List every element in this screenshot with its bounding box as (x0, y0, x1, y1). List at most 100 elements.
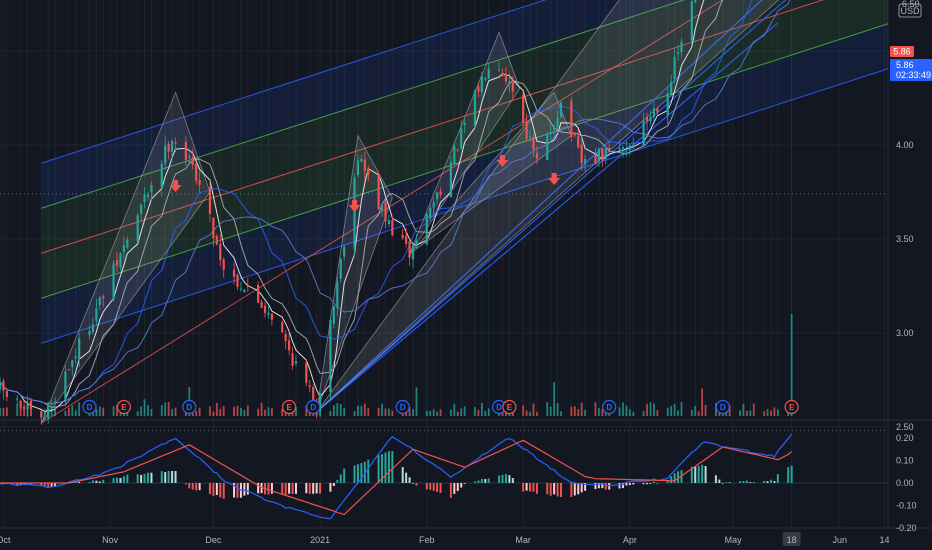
macd-histogram-bar (656, 483, 659, 484)
macd-histogram-bar (367, 459, 370, 483)
candle-body (436, 192, 439, 200)
candle-body (239, 288, 243, 290)
candle-body (480, 76, 483, 93)
volume-bar (776, 409, 779, 416)
macd-tick-label: -0.20 (896, 523, 917, 533)
volume-bar (50, 407, 53, 416)
candle-body (353, 177, 356, 249)
macd-histogram-bar (102, 479, 105, 483)
macd-histogram-bar (233, 483, 236, 498)
macd-histogram-bar (19, 483, 22, 485)
candle-body (549, 131, 552, 135)
macd-histogram-bar (91, 480, 94, 483)
time-tick-label: Feb (419, 535, 435, 545)
candle-body (360, 159, 363, 162)
channel-line (41, 68, 889, 344)
volume-bar (628, 409, 631, 416)
macd-histogram-bar (270, 483, 273, 494)
macd-histogram-bar (312, 483, 315, 494)
price-badge-secondary: 5.86 (893, 47, 911, 57)
candle-body (98, 297, 101, 305)
macd-histogram-bar (16, 483, 19, 486)
down-arrow-icon (169, 180, 182, 192)
price-badge-value: 5.86 (896, 60, 914, 70)
candle-body (5, 391, 8, 397)
macd-histogram-bar (673, 473, 676, 483)
event-marker (282, 399, 297, 415)
volume-bar (666, 407, 669, 416)
macd-histogram-bar (625, 483, 628, 486)
event-marker-letter: D (606, 403, 612, 412)
volume-bar (632, 411, 635, 416)
volume-bar (64, 410, 67, 416)
volume-bar (71, 405, 74, 416)
macd-histogram-bar (608, 483, 611, 490)
volume-bar (532, 403, 535, 416)
candle-body (243, 289, 246, 293)
volume-bar (570, 406, 573, 416)
volume-bar (222, 406, 225, 416)
volume-bar (553, 382, 556, 416)
candle-body (608, 147, 611, 150)
volume-bar (429, 410, 432, 416)
channel-line (41, 0, 825, 254)
macd-histogram-bar (47, 483, 50, 488)
volume-bar (240, 407, 242, 416)
candle-body (528, 136, 532, 138)
ma-10 (0, 0, 724, 408)
candle-body (670, 82, 673, 95)
price-badge-bg (890, 59, 932, 81)
macd-histogram-bar (573, 483, 576, 496)
candle-body (411, 244, 415, 260)
volume-bar (102, 407, 105, 416)
volume-bar (67, 407, 70, 416)
volume-bar (573, 405, 576, 416)
candle-body (577, 135, 580, 148)
candle-body (143, 194, 146, 203)
volume-bar (267, 407, 270, 416)
price-tick-label: 4.00 (896, 140, 914, 150)
candle-body (236, 275, 239, 287)
macd-histogram-bar (257, 483, 260, 494)
candle-body (525, 121, 528, 139)
volume-bar (74, 410, 77, 416)
macd-histogram-bar (384, 452, 387, 483)
macd-histogram-bar (456, 483, 459, 492)
candle-body (535, 153, 539, 159)
volume-bar (143, 399, 146, 416)
volume-bar (391, 410, 394, 416)
event-marker-letter: D (310, 403, 316, 412)
volume-bar (463, 406, 466, 416)
macd-histogram-bar (463, 483, 466, 484)
volume-bar (456, 411, 459, 416)
volume-bar (23, 409, 25, 416)
macd-histogram-bar (208, 483, 211, 494)
volume-bar (646, 403, 648, 416)
candle-body (690, 1, 693, 41)
macd-histogram-bar (119, 478, 122, 483)
macd-histogram-bar (597, 483, 600, 489)
macd-histogram-bar (752, 481, 755, 483)
time-tick-label: Jun (833, 535, 848, 545)
macd-histogram-bar (136, 474, 139, 483)
candle-body (284, 333, 287, 342)
candle-body (367, 168, 370, 176)
candle-body (601, 148, 604, 161)
macd-histogram-bar (291, 483, 294, 494)
volume-bar (625, 405, 628, 416)
macd-histogram-bar (360, 463, 363, 483)
volume-bar (136, 411, 139, 416)
macd-histogram-bar (122, 476, 125, 483)
volume-bar (339, 403, 342, 416)
macd-histogram-bar (546, 483, 549, 495)
candle-body (405, 236, 408, 244)
event-marker (306, 399, 321, 415)
candle-body (195, 163, 198, 181)
macd-histogram-bar (222, 483, 225, 499)
currency-box[interactable] (898, 3, 922, 18)
volume-bar (264, 409, 266, 416)
currency-label: USD (900, 6, 920, 16)
candle-body (53, 401, 57, 403)
volume-bar (770, 410, 772, 416)
